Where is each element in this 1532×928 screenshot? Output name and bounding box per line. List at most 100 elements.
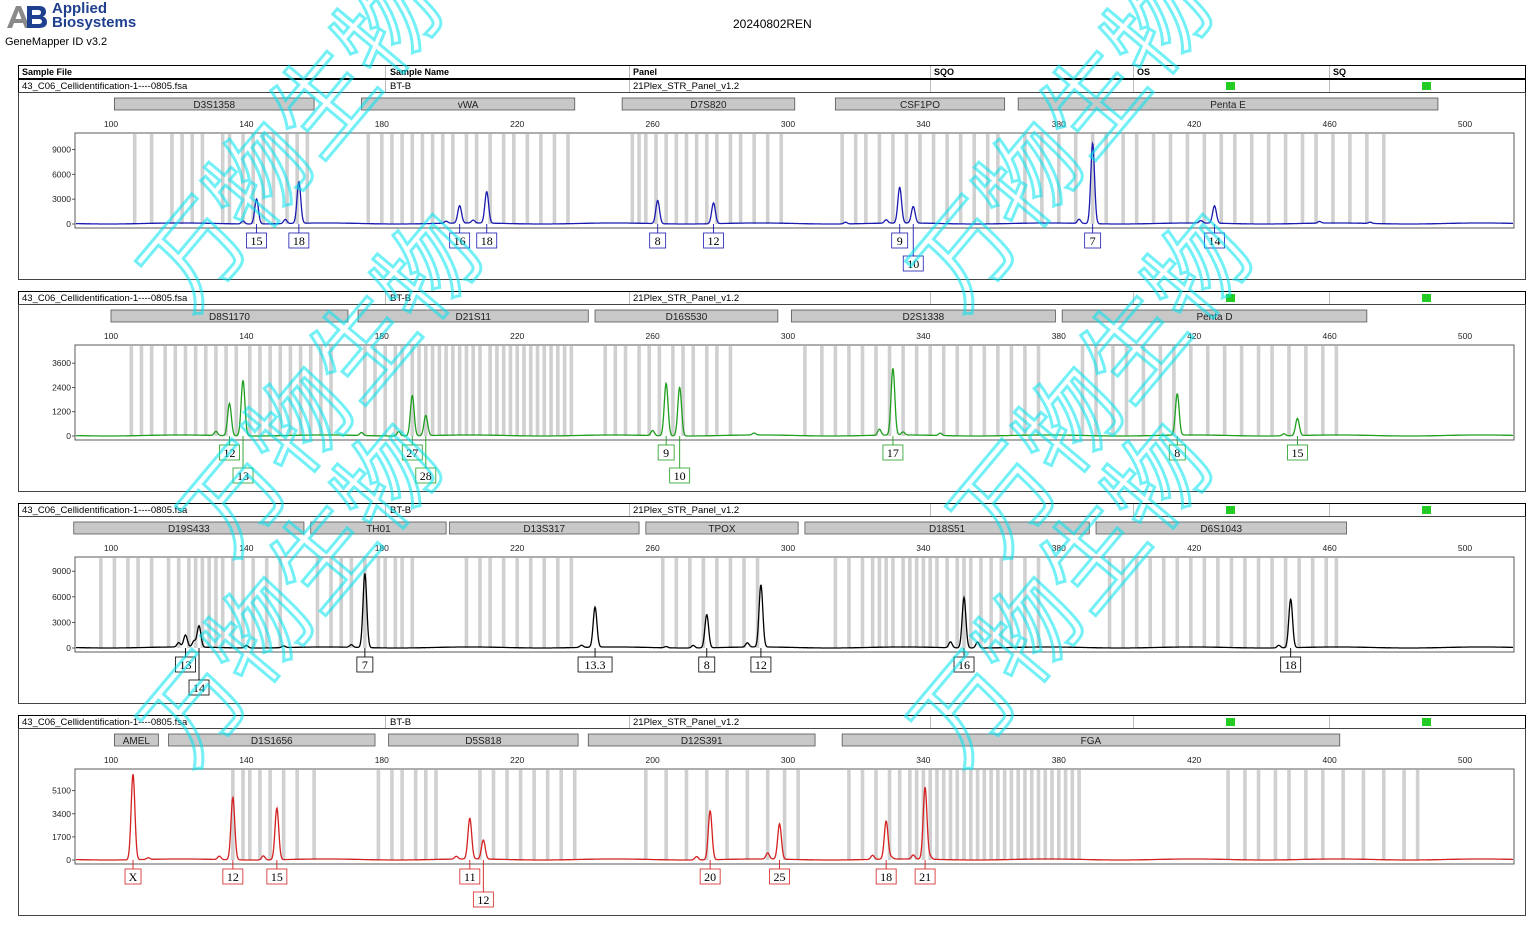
allele-label[interactable]: 12 xyxy=(472,860,494,908)
sample-info-row: 43_C06_Cellidentification-1----0805.fsa B… xyxy=(18,79,1526,93)
allele-bin xyxy=(1270,346,1274,436)
y-tick-label: 1700 xyxy=(52,832,71,842)
allele-bin xyxy=(308,346,313,436)
allele-bin xyxy=(1287,770,1291,860)
allele-label[interactable]: 10 xyxy=(669,436,691,484)
allele-bin xyxy=(478,558,482,648)
allele-bin xyxy=(955,770,960,860)
allele-bin xyxy=(962,770,966,860)
allele-bin xyxy=(928,346,932,436)
allele-label[interactable]: 17 xyxy=(882,436,904,461)
signal-trace xyxy=(76,141,1513,225)
allele-bin xyxy=(183,346,188,436)
allele-label[interactable]: 14 xyxy=(188,648,210,696)
allele-label[interactable]: 10 xyxy=(902,224,924,272)
allele-bin xyxy=(457,346,462,436)
allele-box xyxy=(882,444,904,461)
allele-bin xyxy=(870,558,875,648)
allele-label[interactable]: 9 xyxy=(657,436,675,461)
y-tick-label: 2400 xyxy=(52,382,71,392)
allele-label[interactable]: 27 xyxy=(401,436,423,461)
allele-label[interactable]: 18 xyxy=(476,224,498,249)
allele-bin xyxy=(298,346,303,436)
allele-bin xyxy=(941,346,946,436)
allele-label[interactable]: 13 xyxy=(175,648,196,673)
locus-bar: Penta D xyxy=(1061,309,1368,323)
locus-bar-rect xyxy=(113,97,315,111)
allele-label[interactable]: 11 xyxy=(459,860,481,885)
allele-label[interactable]: 18 xyxy=(288,224,310,249)
panel-name: 21Plex_STR_Panel_v1.2 xyxy=(633,81,740,92)
allele-bin xyxy=(444,346,448,436)
allele-bin xyxy=(539,134,543,224)
allele-box xyxy=(1168,444,1186,461)
locus-name: D8S1170 xyxy=(209,312,250,323)
panel-frame xyxy=(18,516,1526,704)
allele-bin xyxy=(1300,134,1305,224)
allele-bin xyxy=(525,134,530,224)
allele-label[interactable]: 7 xyxy=(356,648,374,673)
allele-label[interactable]: 12 xyxy=(219,436,240,461)
allele-bin xyxy=(982,346,987,436)
allele-bin xyxy=(512,134,516,224)
allele-label[interactable]: 15 xyxy=(266,860,288,885)
allele-label[interactable]: 20 xyxy=(699,860,721,885)
allele-bin xyxy=(996,770,1000,860)
allele-bin xyxy=(264,558,269,648)
allele-label[interactable]: 12 xyxy=(222,860,244,885)
allele-label[interactable]: 16 xyxy=(449,224,471,249)
allele-bin xyxy=(451,134,455,224)
locus-bar-rect xyxy=(804,521,1090,535)
allele-label[interactable]: 18 xyxy=(1280,648,1302,673)
allele-bin xyxy=(200,134,205,224)
allele-label[interactable]: 8 xyxy=(698,648,716,673)
allele-bin xyxy=(874,346,878,436)
allele-label[interactable]: 16 xyxy=(953,648,975,673)
allele-label[interactable]: 28 xyxy=(415,436,437,484)
allele-label[interactable]: 15 xyxy=(1287,436,1308,461)
allele-label[interactable]: 25 xyxy=(769,860,790,885)
allele-call: 13 xyxy=(237,469,249,483)
allele-bin xyxy=(437,346,442,436)
allele-box xyxy=(769,868,790,885)
allele-call: 18 xyxy=(880,870,892,884)
locus-name: AMEL xyxy=(123,736,151,747)
allele-bin xyxy=(139,346,144,436)
locus-name: D1S1656 xyxy=(251,736,293,747)
allele-label[interactable]: 13 xyxy=(232,436,254,484)
allele-call: 7 xyxy=(362,658,368,672)
allele-label[interactable]: 12 xyxy=(750,648,772,673)
allele-bin xyxy=(1381,770,1386,860)
allele-label[interactable]: 21 xyxy=(914,860,936,885)
allele-label[interactable]: 8 xyxy=(649,224,667,249)
allele-bin xyxy=(532,770,536,860)
allele-bin xyxy=(694,134,699,224)
x-tick-label: 180 xyxy=(375,543,389,553)
allele-label[interactable]: 15 xyxy=(246,224,267,249)
x-tick-label: 140 xyxy=(239,755,253,765)
allele-label[interactable]: X xyxy=(124,860,142,885)
locus-bar: D1S1656 xyxy=(168,733,376,747)
locus-bar-rect xyxy=(790,309,1056,323)
allele-bin xyxy=(410,346,415,436)
allele-bin xyxy=(231,770,235,860)
allele-label[interactable]: 7 xyxy=(1084,224,1102,249)
allele-bin xyxy=(1057,134,1061,224)
panel-name: 21Plex_STR_Panel_v1.2 xyxy=(633,505,740,516)
allele-bin xyxy=(928,770,932,860)
allele-call: 9 xyxy=(663,446,669,460)
allele-label[interactable]: 12 xyxy=(703,224,724,249)
allele-label[interactable]: 9 xyxy=(891,224,909,249)
allele-bin xyxy=(227,134,232,224)
allele-label[interactable]: 8 xyxy=(1168,436,1186,461)
allele-box xyxy=(1287,444,1308,461)
allele-box xyxy=(219,444,240,461)
allele-bin xyxy=(501,134,506,224)
allele-label[interactable]: 13.3 xyxy=(577,648,613,673)
allele-call: 15 xyxy=(251,234,263,248)
x-tick-label: 500 xyxy=(1458,331,1472,341)
allele-label[interactable]: 14 xyxy=(1204,224,1225,249)
locus-name: D12S391 xyxy=(681,736,723,747)
allele-label[interactable]: 18 xyxy=(875,860,897,885)
allele-bin xyxy=(688,558,692,648)
